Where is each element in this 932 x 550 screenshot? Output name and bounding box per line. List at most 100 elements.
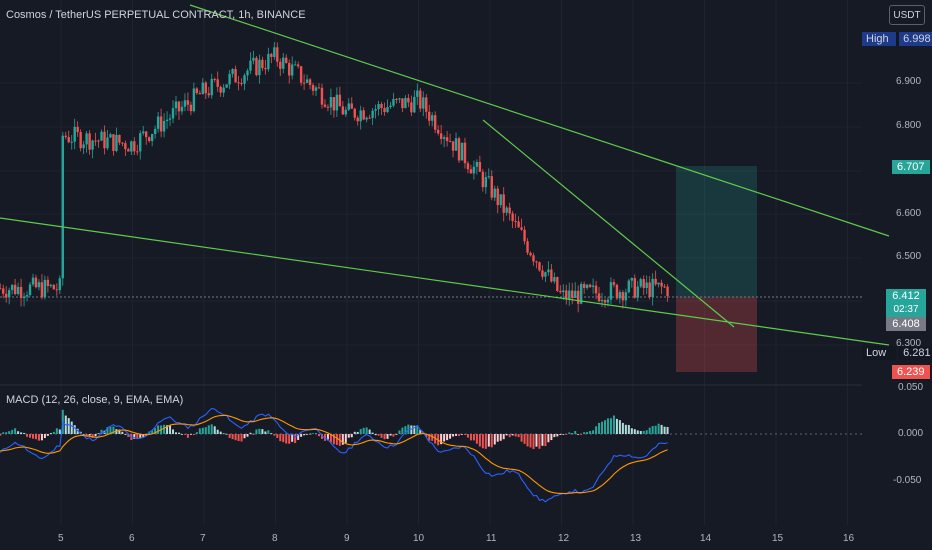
macd-hist-bar [350,434,353,438]
chart-title: Cosmos / TetherUS PERPETUAL CONTRACT, 1h… [6,9,306,21]
macd-hist-bar [532,434,535,450]
position-tool[interactable] [676,166,757,372]
time-tick: 10 [413,533,425,544]
time-tick: 12 [558,533,570,544]
stop-price-tag[interactable]: 6.239 [892,365,930,379]
macd-hist-bar [502,434,505,440]
candle-body [407,97,410,103]
macd-hist-bar [329,434,332,443]
macd-hist-bar [106,426,109,434]
macd-hist-bar [97,433,100,434]
candle-body [228,73,231,85]
macd-hist-bar [633,429,636,434]
candle-body [347,103,350,110]
candle-body [633,278,636,298]
macd-hist-bar [112,426,115,434]
macd-hist-bar [481,434,484,449]
trendline-upper[interactable] [189,4,890,237]
macd-hist-bar [127,434,130,437]
macd-hist-bar [166,425,169,434]
macd-hist-bar [192,434,195,435]
candle-body [395,98,398,100]
currency-button[interactable]: USDT [889,5,925,25]
macd-hist-bar [460,434,463,435]
macd-hist-bar [189,434,192,435]
candle-body [466,163,470,170]
candle-body [356,117,359,122]
candle-body [413,96,416,113]
candle-body [544,272,547,277]
macd-hist-bar [154,428,157,434]
macd-hist-bar [455,434,458,436]
target-zone[interactable] [676,166,757,297]
trendlines[interactable] [0,4,890,346]
macd-hist-bar [428,434,431,441]
candle-body [276,47,279,62]
candle-body [201,82,205,95]
trendline-lower[interactable] [0,217,890,346]
time-tick: 11 [486,533,497,544]
candle-body [246,70,249,76]
candle-body [666,286,669,297]
candle-body [240,82,243,84]
macd-hist-bar [207,425,210,434]
target-price-tag[interactable]: 6.707 [892,160,930,174]
candle-body [571,290,574,298]
macd-hist-bar [508,434,511,438]
candle-body [472,166,476,174]
macd-hist-bar [225,433,228,435]
high-label-text: High [862,32,896,46]
macd-hist-bar [583,432,586,434]
candle-body [103,131,106,149]
macd-hist-bar [660,424,663,434]
macd-hist-bar [553,434,556,438]
candle-body [0,288,2,290]
macd-hist-bar [332,434,335,445]
candle-body [168,118,172,120]
macd-hist-bar [401,427,404,434]
candle-body [371,110,374,118]
candle-body [559,290,562,293]
macd-hist-bar [601,421,604,434]
macd-hist-bar [323,434,326,441]
macd-hist-bar [466,434,469,438]
candle-body [398,98,401,100]
macd-hist-bar [118,429,121,434]
candle-body [624,292,628,301]
macd-hist-bar [475,434,478,444]
candle-body [654,278,657,285]
candle-body [13,284,17,295]
candle-body [392,98,395,106]
macd-hist-bar [0,434,2,436]
candle-body [118,134,121,143]
macd-hist-bar [139,434,142,438]
candle-body [582,284,586,288]
price-tick: 6.600 [896,208,922,219]
candle-body [207,93,210,96]
entry-price-tag[interactable]: 6.408 [886,317,926,331]
macd-hist-bar [49,433,52,434]
high-label: High 6.998 [862,32,932,46]
macd-hist-bar [29,434,32,438]
candle-body [615,284,619,299]
stop-zone[interactable] [676,297,757,372]
macd-hist-bar [586,431,589,434]
candle-body [317,87,321,89]
macd-hist-bar [73,425,76,434]
candle-body [648,282,651,298]
macd-hist-bar [20,432,23,434]
macd-hist-bar [315,433,318,434]
candle-body [183,100,187,107]
price-tick: 6.900 [896,76,922,87]
candle-body [541,270,544,277]
macd-hist-bar [67,418,70,434]
macd-hist-bar [410,425,413,434]
macd-hist-bar [270,433,273,434]
candle-body [365,117,368,120]
candle-body [305,79,309,83]
macd-hist-bar [368,429,371,434]
macd-hist-bar [8,431,11,434]
time-tick: 7 [200,533,206,544]
trendline-inner[interactable] [482,119,735,328]
